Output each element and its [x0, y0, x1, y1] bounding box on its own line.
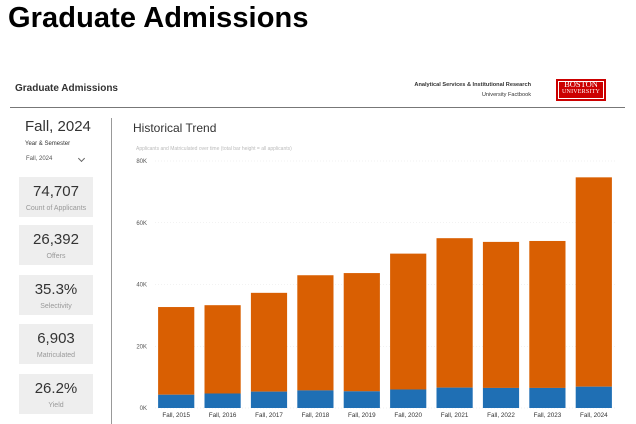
logo-line-2: UNIVERSITY [562, 89, 600, 95]
bar-matriculated [390, 389, 427, 408]
bar-applicants [390, 253, 427, 390]
org-subtitle: University Factbook [481, 92, 531, 98]
y-tick-label: 20K [136, 344, 147, 350]
boston-university-logo: BOSTON UNIVERSITY [556, 79, 606, 101]
bar-matriculated [158, 394, 195, 408]
bar-applicants [482, 241, 520, 388]
bar-matriculated [529, 387, 566, 408]
page-title: Graduate Admissions [8, 2, 309, 34]
x-tick-label: Fall, 2017 [255, 412, 283, 419]
logo-line-1: BOSTON [564, 79, 598, 89]
x-tick-label: Fall, 2018 [302, 412, 330, 419]
kpi-card-offers: 26,392 Offers [19, 225, 93, 265]
kpi-label: Selectivity [40, 303, 72, 310]
x-tick-label: Fall, 2021 [441, 412, 469, 419]
semester-filter-label: Year & Semester [25, 141, 71, 147]
x-tick-label: Fall, 2020 [394, 412, 422, 419]
logo-frame [558, 81, 604, 99]
kpi-value: 74,707 [33, 183, 79, 200]
bar-applicants [343, 273, 380, 392]
kpi-card-yield: 26.2% Yield [19, 374, 93, 414]
bar-applicants [297, 275, 334, 391]
y-tick-label: 40K [136, 283, 147, 289]
bar-applicants [529, 240, 566, 388]
bar-matriculated [250, 391, 288, 408]
report-header: Graduate Admissions Analytical Services … [10, 73, 625, 108]
panel-divider [111, 118, 112, 424]
x-tick-label: Fall, 2022 [487, 412, 515, 419]
kpi-value: 6,903 [37, 330, 75, 347]
bar-matriculated [297, 390, 334, 408]
bar-applicants [204, 305, 241, 394]
semester-dropdown-value: Fall, 2024 [26, 156, 53, 162]
report-title: Graduate Admissions [15, 83, 118, 94]
bar-matriculated [204, 393, 241, 408]
kpi-label: Matriculated [36, 352, 76, 359]
bar-applicants [158, 307, 195, 395]
y-tick-label: 80K [136, 159, 147, 165]
kpi-value: 35.3% [34, 281, 78, 298]
kpi-value: 26.2% [34, 380, 78, 397]
chart-subtitle: Applicants and Matriculated over time (t… [136, 146, 292, 152]
kpi-card-applicants: 74,707 Count of Applicants [19, 177, 93, 217]
bar-matriculated [482, 387, 520, 408]
bar-applicants [575, 177, 612, 387]
y-tick-label: 0K [140, 406, 147, 412]
x-tick-label: Fall, 2024 [580, 412, 608, 419]
org-name: Analytical Services & Institutional Rese… [414, 82, 531, 88]
bar-applicants [250, 292, 288, 392]
semester-dropdown[interactable]: Fall, 2024 [24, 153, 90, 167]
kpi-label: Offers [46, 253, 66, 260]
kpi-label: Count of Applicants [25, 205, 87, 212]
chart-title: Historical Trend [133, 121, 217, 135]
x-tick-label: Fall, 2015 [162, 412, 190, 419]
kpi-value: 26,392 [33, 231, 79, 248]
bar-matriculated [436, 387, 473, 408]
kpi-label: Yield [48, 402, 64, 409]
kpi-card-selectivity: 35.3% Selectivity [19, 275, 93, 315]
x-tick-label: Fall, 2023 [534, 412, 562, 419]
bar-applicants [436, 238, 473, 388]
x-tick-label: Fall, 2019 [348, 412, 376, 419]
x-tick-label: Fall, 2016 [209, 412, 237, 419]
bar-matriculated [575, 386, 612, 408]
selected-semester: Fall, 2024 [25, 118, 91, 135]
y-tick-label: 60K [136, 221, 147, 227]
bar-matriculated [343, 391, 380, 408]
kpi-card-matriculated: 6,903 Matriculated [19, 324, 93, 364]
